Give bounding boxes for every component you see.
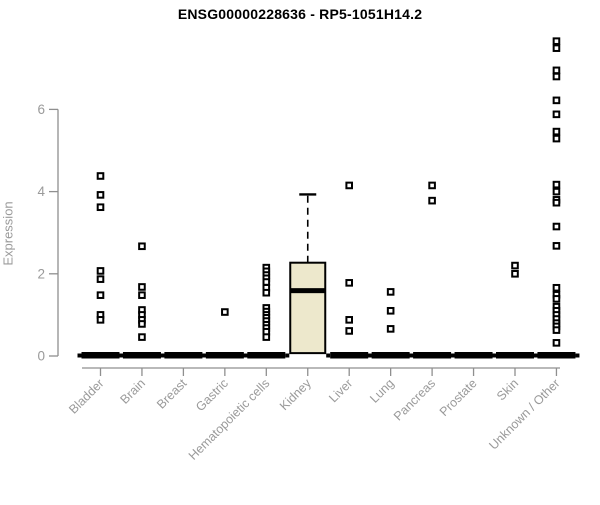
data-point [96, 291, 105, 299]
data-point [552, 96, 561, 105]
data-point [552, 283, 561, 292]
data-point [138, 242, 146, 251]
zero-point [118, 353, 123, 358]
zero-point [409, 353, 414, 358]
data-point [138, 283, 146, 291]
data-point [552, 127, 561, 136]
data-point [96, 172, 105, 180]
zero-median-bar [371, 352, 410, 359]
zero-point [285, 353, 290, 358]
data-point [138, 320, 146, 328]
data-point [511, 270, 519, 278]
x-tick-label: Kidney [277, 376, 314, 413]
data-point [552, 110, 561, 119]
data-point [262, 288, 271, 297]
y-tick-label: 2 [37, 266, 45, 281]
data-point [386, 325, 395, 333]
zero-median-bar [247, 352, 286, 359]
data-point [552, 222, 561, 231]
data-point [345, 181, 353, 190]
zero-point [492, 353, 496, 358]
data-point [511, 261, 519, 270]
x-tick-label: Brain [118, 376, 149, 407]
zero-median-bar [537, 352, 576, 359]
data-point [96, 203, 105, 212]
x-tick-label: Lung [367, 376, 397, 406]
data-point [345, 316, 353, 324]
y-axis-title: Expression [0, 201, 16, 266]
data-point [138, 291, 146, 299]
zero-median-bar [81, 352, 120, 359]
zero-point [243, 353, 248, 358]
zero-median-bar [330, 352, 369, 359]
zero-point [367, 353, 372, 358]
data-point [428, 196, 436, 205]
zero-median-bar [205, 352, 244, 359]
data-point [428, 181, 436, 190]
data-point [221, 308, 229, 316]
x-tick-label: Skin [494, 376, 521, 403]
y-tick-label: 0 [37, 349, 45, 364]
x-tick-label: Gastric [193, 376, 231, 414]
data-point [386, 306, 395, 315]
data-point [138, 333, 146, 341]
data-point [552, 198, 561, 207]
data-point [96, 267, 105, 275]
data-point [552, 242, 561, 250]
x-tick-label: Liver [326, 376, 355, 405]
zero-point [450, 353, 455, 358]
data-point [262, 333, 271, 341]
box-plot-median [290, 288, 326, 294]
zero-point [77, 353, 82, 358]
data-point [96, 275, 105, 283]
y-tick-label: 6 [37, 102, 45, 117]
x-tick-label: Unknown / Other [486, 376, 562, 452]
data-point [552, 72, 561, 81]
data-point [386, 288, 395, 296]
data-point [552, 37, 561, 45]
x-tick-label: Bladder [66, 376, 106, 416]
data-point [345, 279, 353, 287]
zero-median-bar [122, 352, 161, 359]
x-tick-label: Hematopoietic cells [186, 376, 273, 463]
data-point [345, 327, 353, 335]
data-point [552, 339, 561, 347]
zero-median-bar [164, 352, 203, 359]
x-tick-label: Prostate [437, 376, 480, 419]
x-tick-label: Pancreas [391, 376, 438, 423]
data-point [96, 316, 105, 324]
zero-point [160, 353, 165, 358]
zero-point [201, 353, 206, 358]
data-point [552, 180, 561, 189]
data-point [552, 326, 561, 334]
zero-point [575, 353, 580, 358]
box-plot-box [289, 261, 327, 355]
data-point [552, 295, 561, 303]
zero-point [533, 353, 538, 358]
zero-median-bar [413, 352, 452, 359]
chart-title: ENSG00000228636 - RP5-1051H14.2 [177, 6, 423, 22]
zero-point [326, 353, 331, 358]
zero-median-bar [454, 352, 493, 359]
y-tick-label: 4 [37, 184, 45, 199]
data-point [96, 191, 105, 199]
data-point [552, 44, 561, 52]
data-point [552, 187, 561, 196]
x-tick-label: Breast [154, 376, 190, 412]
data-point [552, 134, 561, 143]
data-point [552, 66, 561, 75]
zero-median-bar [496, 352, 534, 359]
